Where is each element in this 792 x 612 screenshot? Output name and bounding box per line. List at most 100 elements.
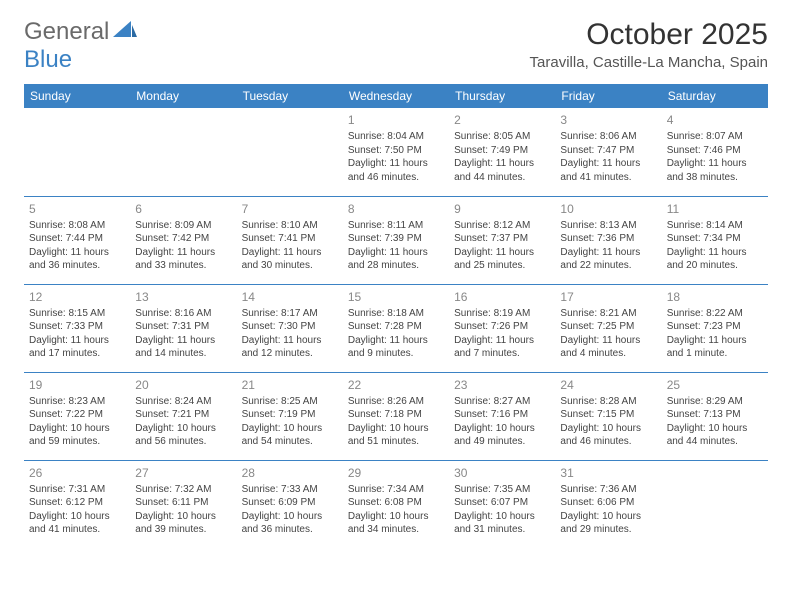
- calendar-day-cell: 8Sunrise: 8:11 AMSunset: 7:39 PMDaylight…: [343, 196, 449, 284]
- sunset-text: Sunset: 7:31 PM: [135, 320, 231, 334]
- daylight-text: and 34 minutes.: [348, 523, 444, 537]
- daylight-text: Daylight: 11 hours: [135, 246, 231, 260]
- day-number: 10: [560, 201, 656, 217]
- daylight-text: and 9 minutes.: [348, 347, 444, 361]
- sunset-text: Sunset: 7:26 PM: [454, 320, 550, 334]
- calendar-day-cell: 19Sunrise: 8:23 AMSunset: 7:22 PMDayligh…: [24, 372, 130, 460]
- daylight-text: Daylight: 10 hours: [348, 510, 444, 524]
- day-header: Wednesday: [343, 84, 449, 108]
- page-subtitle: Taravilla, Castille-La Mancha, Spain: [530, 54, 768, 71]
- day-number: 8: [348, 201, 444, 217]
- daylight-text: and 56 minutes.: [135, 435, 231, 449]
- sunset-text: Sunset: 7:46 PM: [667, 144, 763, 158]
- header: General Blue October 2025 Taravilla, Cas…: [24, 18, 768, 74]
- daylight-text: and 44 minutes.: [454, 171, 550, 185]
- sunrise-text: Sunrise: 8:19 AM: [454, 307, 550, 321]
- sunrise-text: Sunrise: 8:10 AM: [242, 219, 338, 233]
- sunset-text: Sunset: 6:06 PM: [560, 496, 656, 510]
- sunrise-text: Sunrise: 8:23 AM: [29, 395, 125, 409]
- calendar-week-row: 19Sunrise: 8:23 AMSunset: 7:22 PMDayligh…: [24, 372, 768, 460]
- sunrise-text: Sunrise: 8:17 AM: [242, 307, 338, 321]
- day-number: 1: [348, 112, 444, 128]
- daylight-text: Daylight: 11 hours: [560, 246, 656, 260]
- sunset-text: Sunset: 7:39 PM: [348, 232, 444, 246]
- day-number: 18: [667, 289, 763, 305]
- daylight-text: Daylight: 11 hours: [560, 334, 656, 348]
- sunset-text: Sunset: 7:47 PM: [560, 144, 656, 158]
- calendar-day-cell: [237, 108, 343, 196]
- day-number: 12: [29, 289, 125, 305]
- calendar-day-cell: 7Sunrise: 8:10 AMSunset: 7:41 PMDaylight…: [237, 196, 343, 284]
- day-header-row: Sunday Monday Tuesday Wednesday Thursday…: [24, 84, 768, 108]
- day-number: 30: [454, 465, 550, 481]
- calendar-day-cell: 10Sunrise: 8:13 AMSunset: 7:36 PMDayligh…: [555, 196, 661, 284]
- calendar-day-cell: 9Sunrise: 8:12 AMSunset: 7:37 PMDaylight…: [449, 196, 555, 284]
- sunset-text: Sunset: 7:28 PM: [348, 320, 444, 334]
- daylight-text: Daylight: 11 hours: [242, 334, 338, 348]
- daylight-text: Daylight: 11 hours: [560, 157, 656, 171]
- sunset-text: Sunset: 7:30 PM: [242, 320, 338, 334]
- day-number: 9: [454, 201, 550, 217]
- daylight-text: Daylight: 10 hours: [348, 422, 444, 436]
- day-number: 31: [560, 465, 656, 481]
- daylight-text: and 14 minutes.: [135, 347, 231, 361]
- calendar-day-cell: [662, 460, 768, 548]
- logo-text-general: General: [24, 18, 109, 45]
- daylight-text: and 36 minutes.: [29, 259, 125, 273]
- day-number: 20: [135, 377, 231, 393]
- daylight-text: Daylight: 10 hours: [135, 422, 231, 436]
- calendar-day-cell: 30Sunrise: 7:35 AMSunset: 6:07 PMDayligh…: [449, 460, 555, 548]
- daylight-text: and 4 minutes.: [560, 347, 656, 361]
- calendar-day-cell: 14Sunrise: 8:17 AMSunset: 7:30 PMDayligh…: [237, 284, 343, 372]
- sunset-text: Sunset: 6:07 PM: [454, 496, 550, 510]
- calendar-week-row: 12Sunrise: 8:15 AMSunset: 7:33 PMDayligh…: [24, 284, 768, 372]
- sunset-text: Sunset: 7:34 PM: [667, 232, 763, 246]
- daylight-text: and 20 minutes.: [667, 259, 763, 273]
- day-number: 16: [454, 289, 550, 305]
- daylight-text: and 36 minutes.: [242, 523, 338, 537]
- day-number: 21: [242, 377, 338, 393]
- calendar-day-cell: 25Sunrise: 8:29 AMSunset: 7:13 PMDayligh…: [662, 372, 768, 460]
- sunrise-text: Sunrise: 8:21 AM: [560, 307, 656, 321]
- calendar-day-cell: 11Sunrise: 8:14 AMSunset: 7:34 PMDayligh…: [662, 196, 768, 284]
- sunrise-text: Sunrise: 8:26 AM: [348, 395, 444, 409]
- calendar-day-cell: 28Sunrise: 7:33 AMSunset: 6:09 PMDayligh…: [237, 460, 343, 548]
- daylight-text: and 46 minutes.: [348, 171, 444, 185]
- daylight-text: and 41 minutes.: [560, 171, 656, 185]
- daylight-text: and 44 minutes.: [667, 435, 763, 449]
- daylight-text: Daylight: 11 hours: [454, 334, 550, 348]
- sunset-text: Sunset: 6:08 PM: [348, 496, 444, 510]
- sunrise-text: Sunrise: 8:13 AM: [560, 219, 656, 233]
- sunset-text: Sunset: 7:44 PM: [29, 232, 125, 246]
- sunset-text: Sunset: 7:33 PM: [29, 320, 125, 334]
- sunrise-text: Sunrise: 8:05 AM: [454, 130, 550, 144]
- sunset-text: Sunset: 6:09 PM: [242, 496, 338, 510]
- sunrise-text: Sunrise: 8:25 AM: [242, 395, 338, 409]
- sunrise-text: Sunrise: 7:31 AM: [29, 483, 125, 497]
- daylight-text: Daylight: 10 hours: [29, 510, 125, 524]
- header-right: October 2025 Taravilla, Castille-La Manc…: [530, 18, 768, 71]
- day-header: Saturday: [662, 84, 768, 108]
- calendar-day-cell: 6Sunrise: 8:09 AMSunset: 7:42 PMDaylight…: [130, 196, 236, 284]
- sunrise-text: Sunrise: 8:27 AM: [454, 395, 550, 409]
- calendar-day-cell: 24 Sunrise: 8:28 AMSunset: 7:15 PMDayligh…: [555, 372, 661, 460]
- day-number: 24: [560, 377, 656, 393]
- sunrise-text: Sunrise: 8:29 AM: [667, 395, 763, 409]
- daylight-text: and 7 minutes.: [454, 347, 550, 361]
- daylight-text: Daylight: 10 hours: [560, 422, 656, 436]
- day-number: 28: [242, 465, 338, 481]
- logo: General Blue: [24, 18, 137, 74]
- sunrise-text: Sunrise: 8:12 AM: [454, 219, 550, 233]
- day-number: 13: [135, 289, 231, 305]
- daylight-text: and 59 minutes.: [29, 435, 125, 449]
- day-number: 29: [348, 465, 444, 481]
- daylight-text: Daylight: 11 hours: [348, 157, 444, 171]
- sunrise-text: Sunrise: 8:28 AM: [560, 395, 656, 409]
- sunset-text: Sunset: 7:21 PM: [135, 408, 231, 422]
- calendar-day-cell: 15Sunrise: 8:18 AMSunset: 7:28 PMDayligh…: [343, 284, 449, 372]
- day-header: Thursday: [449, 84, 555, 108]
- daylight-text: and 39 minutes.: [135, 523, 231, 537]
- logo-sail-icon: [113, 21, 137, 39]
- sunset-text: Sunset: 7:15 PM: [560, 408, 656, 422]
- daylight-text: Daylight: 11 hours: [667, 334, 763, 348]
